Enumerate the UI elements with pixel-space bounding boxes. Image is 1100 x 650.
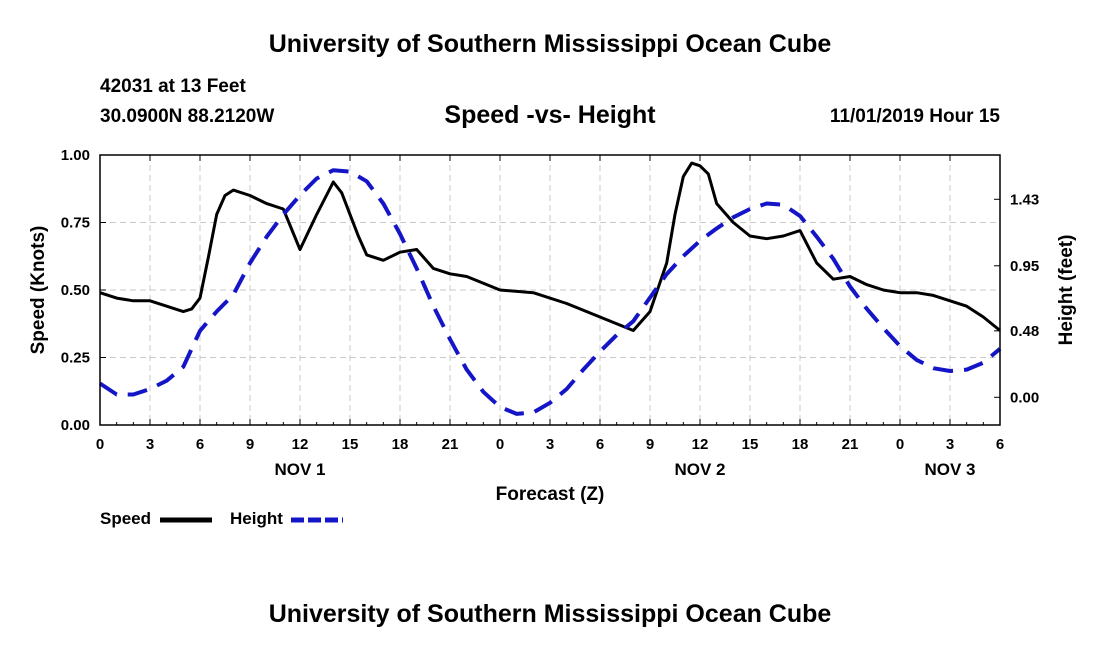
grid-layer <box>100 155 1000 425</box>
footer-title: University of Southern Mississippi Ocean… <box>268 600 832 628</box>
x-tick-label: 12 <box>692 436 709 453</box>
y-axis-label: Speed (Knots) <box>28 226 49 355</box>
series-layer <box>98 161 1002 416</box>
day-label: NOV 2 <box>674 460 725 479</box>
plot-title: Speed -vs- Height <box>444 101 656 129</box>
x-tick-label: 6 <box>196 436 204 453</box>
datetime-label: 11/01/2019 Hour 15 <box>829 106 1000 127</box>
y2-tick-label: 0.48 <box>1010 323 1039 340</box>
x-tick-label: 3 <box>546 436 554 453</box>
y2-tick-label: 1.43 <box>1010 191 1039 208</box>
legend-speed-label: Speed <box>100 509 152 528</box>
coordinates-label: 30.0900N 88.2120W <box>100 106 275 127</box>
x-tick-label: 21 <box>442 436 459 453</box>
x-tick-label: 9 <box>646 436 654 453</box>
day-label: NOV 3 <box>924 460 975 479</box>
y2-tick-label: 0.00 <box>1010 389 1039 406</box>
x-tick-label: 6 <box>596 436 604 453</box>
y-tick-label: 0.00 <box>61 417 90 434</box>
x-tick-label: 15 <box>342 436 359 453</box>
station-label: 42031 at 13 Feet <box>100 76 246 97</box>
x-tick-label: 21 <box>842 436 859 453</box>
series-line-speed <box>99 161 1001 332</box>
x-tick-label: 3 <box>146 436 154 453</box>
x-tick-label: 3 <box>946 436 954 453</box>
x-tick-label: 9 <box>246 436 254 453</box>
y2-tick-label: 0.95 <box>1010 258 1039 275</box>
legend-height-label: Height <box>230 509 283 528</box>
y-tick-label: 0.75 <box>61 215 90 232</box>
series-line-height <box>98 168 1002 416</box>
x-tick-label: 12 <box>292 436 309 453</box>
y2-axis-label: Height (feet) <box>1056 235 1077 346</box>
x-tick-label: 0 <box>96 436 104 453</box>
y-tick-label: 0.25 <box>61 350 90 367</box>
x-tick-label: 0 <box>496 436 504 453</box>
day-label: NOV 1 <box>274 460 325 479</box>
x-tick-label: 18 <box>392 436 409 453</box>
x-tick-label: 18 <box>792 436 809 453</box>
x-tick-label: 15 <box>742 436 759 453</box>
chart-title: University of Southern Mississippi Ocean… <box>268 30 832 58</box>
y-tick-label: 1.00 <box>61 147 90 164</box>
x-tick-label: 6 <box>996 436 1004 453</box>
axis-layer: 0 3 6 9 12 15 18 21 0 3 6 9 12 15 18 21 0 3 6 NOV 1 NOV 2 NOV… <box>61 147 1039 479</box>
x-tick-label: 0 <box>896 436 904 453</box>
x-axis-label: Forecast (Z) <box>496 484 605 505</box>
y-tick-label: 0.50 <box>61 282 90 299</box>
